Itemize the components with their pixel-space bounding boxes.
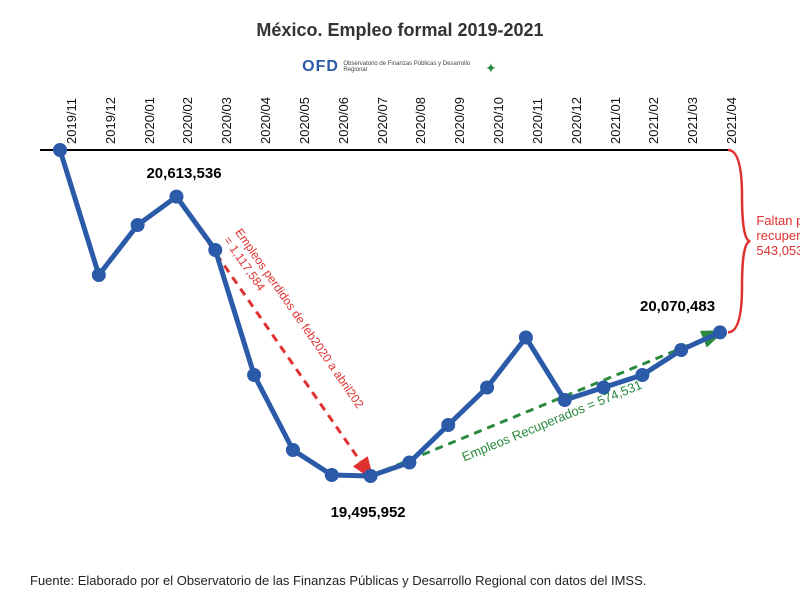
x-tick-label: 2020/05: [297, 97, 312, 144]
x-tick-label: 2020/10: [491, 97, 506, 144]
x-tick-label: 2020/03: [219, 97, 234, 144]
x-tick-label: 2019/12: [103, 97, 118, 144]
x-tick-label: 2020/06: [336, 97, 351, 144]
x-tick-label: 2021/01: [608, 97, 623, 144]
x-tick-label: 2021/03: [685, 97, 700, 144]
x-tick-label: 2020/09: [452, 97, 467, 144]
x-tick-label: 2020/12: [569, 97, 584, 144]
x-tick-label: 2020/01: [142, 97, 157, 144]
x-tick-label: 2020/02: [180, 97, 195, 144]
x-tick-label: 2020/07: [375, 97, 390, 144]
x-tick-label: 2020/08: [413, 97, 428, 144]
callout-end: 20,070,483: [640, 298, 715, 315]
callout-peak: 20,613,536: [146, 165, 221, 182]
x-tick-label: 2020/11: [530, 98, 545, 144]
x-tick-label: 2020/04: [258, 97, 273, 144]
callout-trough: 19,495,952: [331, 504, 406, 521]
x-tick-label: 2021/04: [724, 97, 739, 144]
chart-container: México. Empleo formal 2019-2021 OFD Obse…: [0, 0, 800, 600]
x-tick-label: 2019/11: [64, 98, 79, 144]
brace-label: Faltan por recuperar 543,053: [756, 213, 800, 258]
source-text: Fuente: Elaborado por el Observatorio de…: [30, 573, 770, 588]
x-tick-label: 2021/02: [646, 97, 661, 144]
